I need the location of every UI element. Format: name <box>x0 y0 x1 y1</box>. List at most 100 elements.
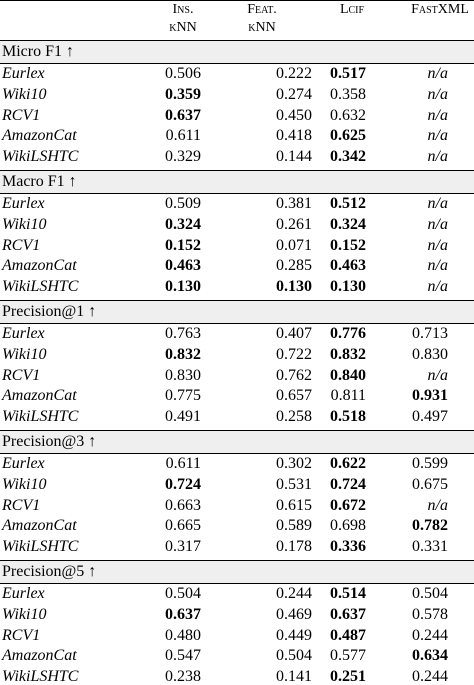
cell-value: 0.599 <box>412 455 448 472</box>
cell-value: 0.329 <box>165 148 201 166</box>
row-label: Eurlex <box>2 195 45 212</box>
cell-value: 0.359 <box>165 85 201 103</box>
cell-value: 0.514 <box>330 585 366 602</box>
column-header: Feat. <box>247 2 277 17</box>
cell-value: 0.830 <box>412 345 448 363</box>
cell-value: 0.776 <box>330 325 366 342</box>
cell-value: 0.407 <box>276 325 312 342</box>
cell-value: 0.244 <box>412 626 448 644</box>
cell-value: 0.144 <box>276 148 312 166</box>
row-label: Wiki10 <box>2 215 47 233</box>
section-band <box>0 170 474 194</box>
row-label: RCV1 <box>2 106 41 124</box>
cell-value: 0.722 <box>276 345 312 363</box>
cell-value: 0.832 <box>330 345 366 363</box>
row-label: RCV1 <box>2 496 41 514</box>
cell-value: 0.251 <box>330 668 366 685</box>
section-band <box>0 300 474 324</box>
cell-value: n/a <box>427 85 448 103</box>
cell-value: 0.261 <box>276 215 312 233</box>
cell-value: 0.504 <box>165 585 201 602</box>
column-header: kNN <box>169 20 197 35</box>
cell-value: 0.830 <box>165 366 201 384</box>
cell-value: 0.178 <box>276 538 312 556</box>
cell-value: 0.130 <box>276 278 312 296</box>
cell-value: 0.244 <box>276 585 312 602</box>
cell-value: 0.637 <box>165 605 201 623</box>
row-label: Eurlex <box>2 325 45 342</box>
cell-value: 0.071 <box>276 236 312 254</box>
cell-value: 0.611 <box>165 455 201 472</box>
cell-value: 0.342 <box>330 148 366 166</box>
cell-value: 0.663 <box>165 496 201 514</box>
cell-value: 0.832 <box>165 345 201 363</box>
cell-value: 0.285 <box>276 257 312 275</box>
cell-value: 0.463 <box>330 257 366 275</box>
section-title: Micro F1 ↑ <box>2 43 74 60</box>
cell-value: 0.578 <box>412 605 448 623</box>
row-label: Wiki10 <box>2 345 47 363</box>
cell-value: 0.258 <box>276 408 312 426</box>
cell-value: 0.713 <box>412 325 448 342</box>
row-label: WikiLSHTC <box>2 148 79 166</box>
cell-value: 0.531 <box>276 475 312 493</box>
cell-value: 0.141 <box>276 668 312 685</box>
cell-value: n/a <box>427 257 448 275</box>
cell-value: n/a <box>427 366 448 384</box>
section-band <box>0 560 474 584</box>
section-title: Macro F1 ↑ <box>2 173 77 190</box>
row-label: Eurlex <box>2 65 45 82</box>
section-band <box>0 40 474 64</box>
cell-value: n/a <box>427 148 448 166</box>
cell-value: 0.637 <box>165 106 201 124</box>
cell-value: n/a <box>427 496 448 514</box>
cell-value: n/a <box>427 195 448 212</box>
cell-value: 0.449 <box>276 626 312 644</box>
cell-value: n/a <box>427 215 448 233</box>
cell-value: 0.504 <box>276 647 312 665</box>
cell-value: 0.763 <box>165 325 201 342</box>
cell-value: 0.931 <box>412 387 448 405</box>
cell-value: 0.244 <box>412 668 448 685</box>
row-label: Eurlex <box>2 455 45 472</box>
cell-value: 0.622 <box>330 455 366 472</box>
row-label: AmazonCat <box>2 257 77 275</box>
row-label: RCV1 <box>2 366 41 384</box>
cell-value: 0.724 <box>165 475 201 493</box>
row-label: RCV1 <box>2 236 41 254</box>
cell-value: 0.811 <box>330 387 366 405</box>
cell-value: 0.724 <box>330 475 366 493</box>
cell-value: 0.381 <box>276 195 312 212</box>
cell-value: 0.469 <box>276 605 312 623</box>
cell-value: 0.506 <box>165 65 201 82</box>
section-title: Precision@5 ↑ <box>2 563 97 580</box>
cell-value: 0.611 <box>165 127 201 145</box>
cell-value: 0.130 <box>330 278 366 296</box>
cell-value: 0.152 <box>165 236 201 254</box>
cell-value: 0.615 <box>276 496 312 514</box>
cell-value: 0.450 <box>276 106 312 124</box>
row-label: WikiLSHTC <box>2 668 79 685</box>
cell-value: 0.589 <box>276 517 312 535</box>
top-rule <box>0 0 474 1</box>
row-label: Wiki10 <box>2 85 47 103</box>
cell-value: 0.317 <box>165 538 201 556</box>
cell-value: 0.130 <box>165 278 201 296</box>
column-header: FastXML <box>411 2 469 17</box>
cell-value: 0.672 <box>330 496 366 514</box>
cell-value: 0.518 <box>330 408 366 426</box>
cell-value: 0.625 <box>330 127 366 145</box>
cell-value: 0.637 <box>330 605 366 623</box>
cell-value: 0.675 <box>412 475 448 493</box>
column-header: Lcif <box>339 2 365 17</box>
cell-value: 0.418 <box>276 127 312 145</box>
cell-value: 0.324 <box>330 215 366 233</box>
cell-value: 0.463 <box>165 257 201 275</box>
row-label: AmazonCat <box>2 517 77 535</box>
cell-value: 0.238 <box>165 668 201 685</box>
cell-value: 0.657 <box>276 387 312 405</box>
cell-value: 0.497 <box>412 408 448 426</box>
cell-value: 0.222 <box>276 65 312 82</box>
row-label: WikiLSHTC <box>2 278 79 296</box>
